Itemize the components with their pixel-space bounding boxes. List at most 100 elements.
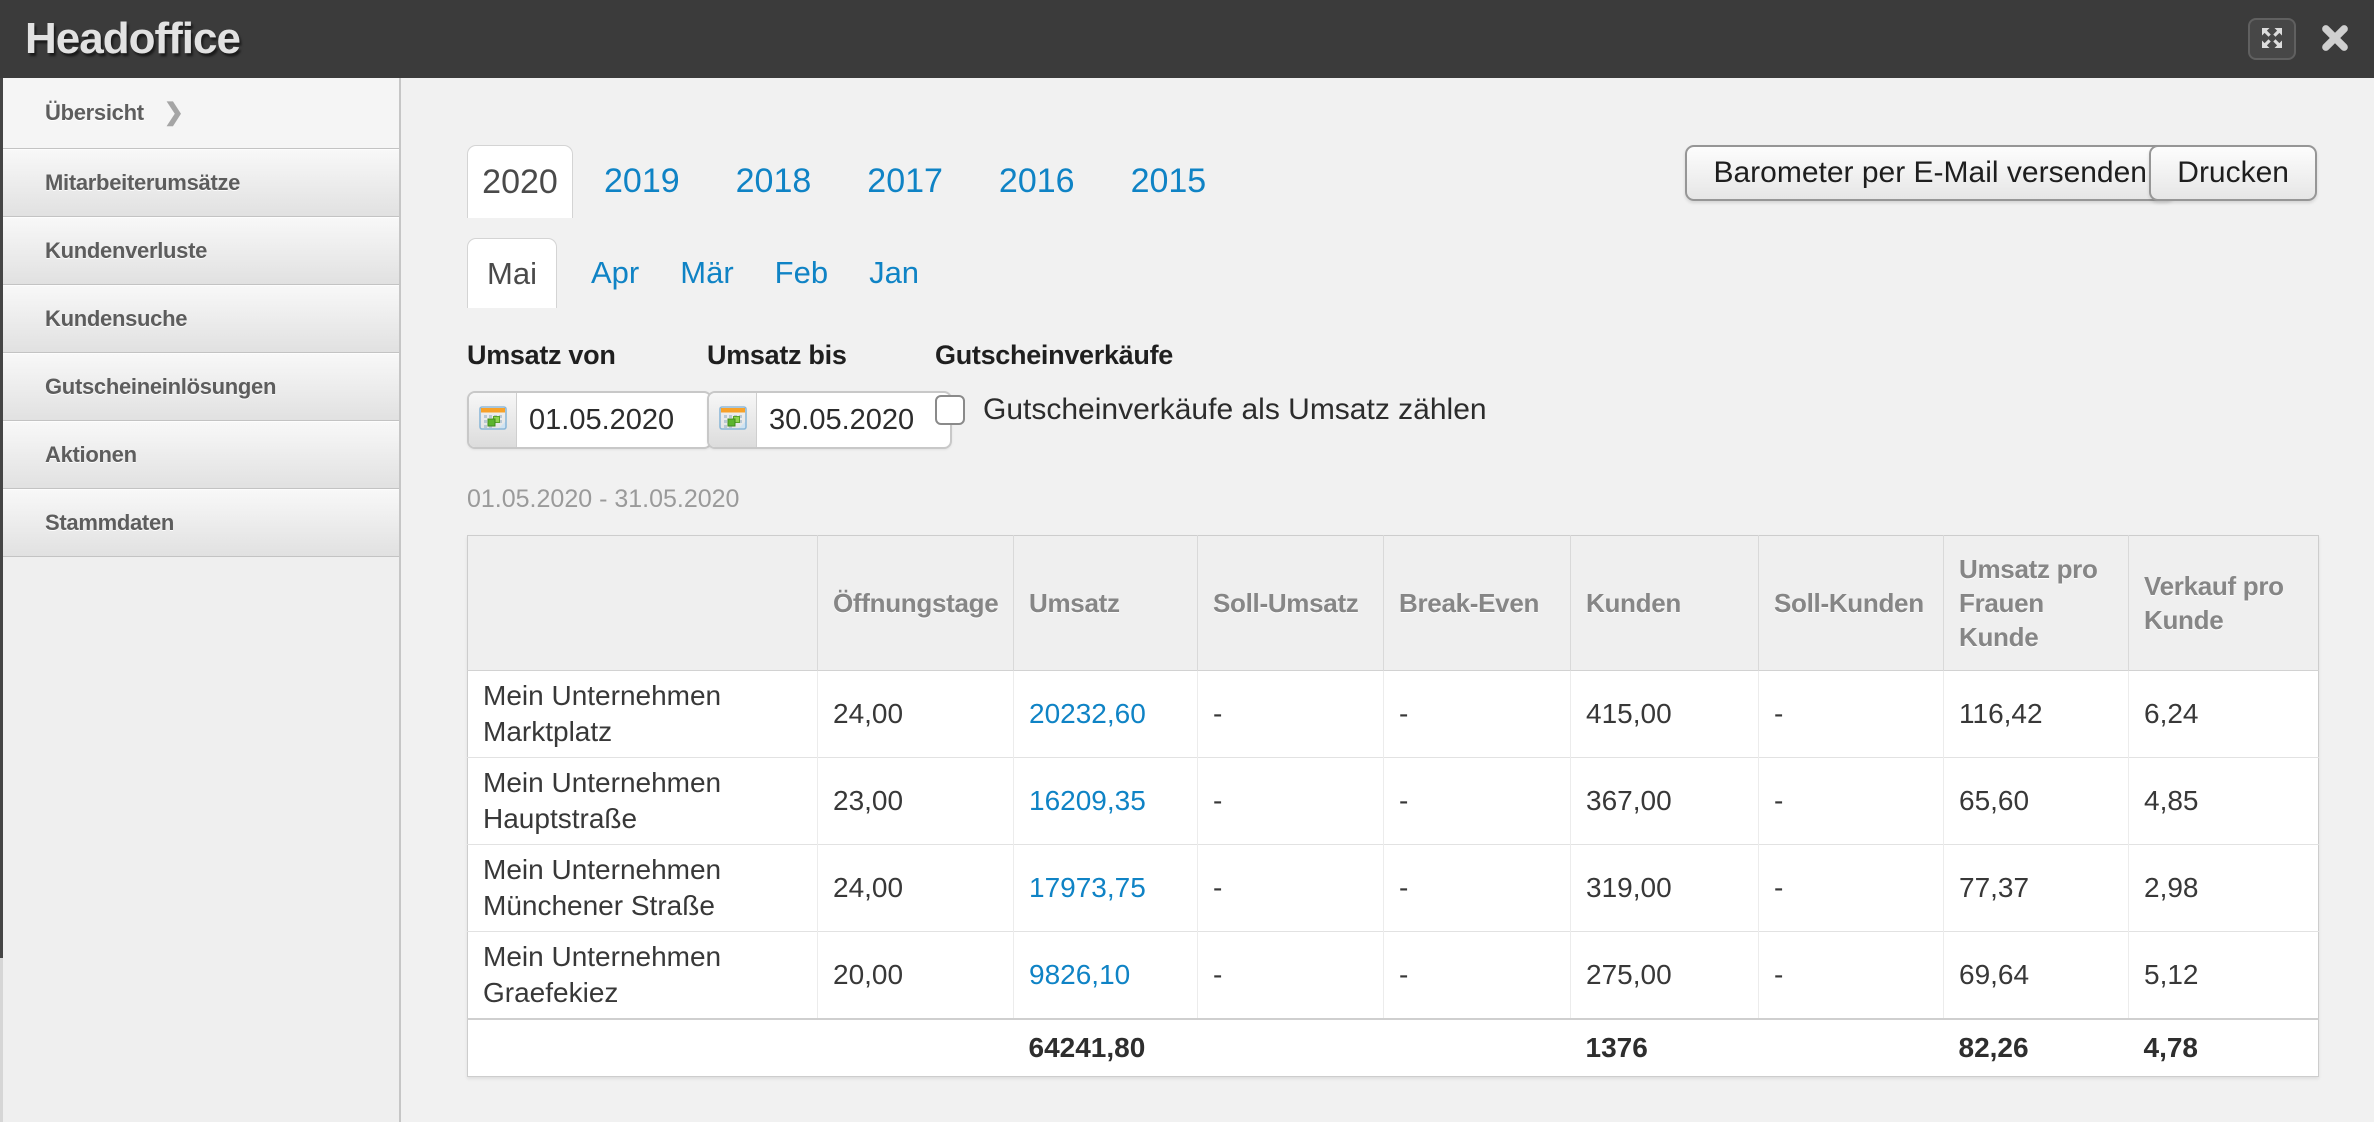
umsatz-bis-value[interactable]: 30.05.2020 <box>769 403 915 436</box>
tab-month-jan[interactable]: Jan <box>869 255 920 290</box>
sidebar-item-kundensuche[interactable]: Kundensuche <box>0 285 399 353</box>
gutscheinverkaeufe-label: Gutscheinverkäufe <box>935 340 1173 370</box>
cell-soll-kunden: - <box>1758 931 1944 1019</box>
table-footer-row: 64241,80 1376 82,26 4,78 <box>467 1017 2319 1077</box>
umsatz-von-input[interactable]: 01.05.2020 <box>467 391 712 449</box>
col-header-break-even: Break-Even <box>1383 535 1571 671</box>
col-header-oeffnungstage: Öffnungstage <box>817 535 1014 671</box>
footer-total-kunden: 1376 <box>1570 1017 1759 1077</box>
store-name: Mein Unternehmen Münchener Straße <box>467 844 818 932</box>
footer-empty <box>1758 1017 1944 1077</box>
footer-empty <box>817 1017 1014 1077</box>
tab-year-2015[interactable]: 2015 <box>1130 162 1207 200</box>
umsatz-link[interactable]: 20232,60 <box>1029 698 1146 729</box>
umsatz-von-value[interactable]: 01.05.2020 <box>529 403 675 436</box>
calendar-button[interactable] <box>709 393 757 447</box>
footer-empty <box>467 1017 818 1077</box>
cell-kunden: 415,00 <box>1570 670 1759 758</box>
tab-year-2016[interactable]: 2016 <box>998 162 1075 200</box>
sidebar-item-label: Mitarbeiterumsätze <box>45 170 241 195</box>
store-name: Mein Unternehmen Marktplatz <box>467 670 818 758</box>
cell-umsatz-pro-frauen-kunde: 77,37 <box>1943 844 2129 932</box>
store-name: Mein Unternehmen Hauptstraße <box>467 757 818 845</box>
footer-empty <box>1197 1017 1384 1077</box>
sidebar-item-mitarbeiterumsaetze[interactable]: Mitarbeiterumsätze <box>0 149 399 217</box>
tab-month-mai[interactable]: Mai <box>467 238 557 308</box>
gutscheinverkaeufe-filter: Gutscheinverkäufe Gutscheinverkäufe als … <box>935 340 1487 427</box>
tab-year-2019[interactable]: 2019 <box>604 162 680 200</box>
cell-verkauf-pro-kunde: 4,85 <box>2128 757 2319 845</box>
window-edge-bottom <box>0 958 3 1122</box>
sidebar-item-label: Kundenverluste <box>45 238 208 263</box>
umsatz-bis-filter: Umsatz bis <box>707 340 952 449</box>
calendar-icon <box>717 402 749 439</box>
app-header: Headoffice <box>0 0 2374 78</box>
footer-total-umsatz: 64241,80 <box>1013 1017 1198 1077</box>
app-title: Headoffice <box>25 14 241 63</box>
calendar-button[interactable] <box>469 393 517 447</box>
cell-soll-umsatz: - <box>1197 844 1384 932</box>
year-tabs: 2020 2019 2018 2017 2016 2015 <box>467 145 1206 218</box>
footer-empty <box>1383 1017 1571 1077</box>
tab-month-feb[interactable]: Feb <box>774 255 829 290</box>
fullscreen-button[interactable] <box>2248 18 2296 60</box>
umsatz-von-filter: Umsatz von <box>467 340 712 449</box>
tab-month-apr[interactable]: Apr <box>591 255 640 290</box>
main-content: 2020 2019 2018 2017 2016 2015 Mai Apr Mä… <box>403 78 2374 1122</box>
cell-soll-kunden: - <box>1758 844 1944 932</box>
sidebar-item-label: Gutscheineinlösungen <box>45 374 277 399</box>
sidebar-item-label: Übersicht <box>45 100 144 125</box>
tab-year-2017[interactable]: 2017 <box>867 162 943 200</box>
umsatz-link[interactable]: 16209,35 <box>1029 785 1146 816</box>
sidebar-item-gutscheineinloesungen[interactable]: Gutscheineinlösungen <box>0 353 399 421</box>
table-row: Mein Unternehmen Münchener Straße 24,00 … <box>467 844 2319 932</box>
cell-soll-kunden: - <box>1758 757 1944 845</box>
footer-total-verkauf-pro-kunde: 4,78 <box>2128 1017 2319 1077</box>
col-header-kunden: Kunden <box>1570 535 1759 671</box>
gutscheinverkaeufe-checkbox-row[interactable]: Gutscheinverkäufe als Umsatz zählen <box>935 393 1487 427</box>
barometer-email-button[interactable]: Barometer per E-Mail versenden <box>1685 145 2175 201</box>
close-icon <box>2319 22 2351 57</box>
window-edge <box>0 78 3 958</box>
cell-break-even: - <box>1383 670 1571 758</box>
sidebar-item-label: Aktionen <box>45 442 137 467</box>
sidebar-item-uebersicht[interactable]: Übersicht ❯ <box>0 78 399 149</box>
umsatz-bis-label: Umsatz bis <box>707 340 847 370</box>
col-header-umsatz-pro-frauen-kunde: Umsatz pro Frauen Kunde <box>1943 535 2129 671</box>
umsatz-link[interactable]: 9826,10 <box>1029 958 1131 990</box>
cell-umsatz-pro-frauen-kunde: 69,64 <box>1943 931 2129 1019</box>
calendar-icon <box>477 402 509 439</box>
close-button[interactable] <box>2318 22 2352 56</box>
cell-verkauf-pro-kunde: 2,98 <box>2128 844 2319 932</box>
sidebar-item-aktionen[interactable]: Aktionen <box>0 421 399 489</box>
cell-verkauf-pro-kunde: 6,24 <box>2128 670 2319 758</box>
col-header-verkauf-pro-kunde: Verkauf pro Kunde <box>2128 535 2319 671</box>
cell-oeffnungstage: 20,00 <box>817 931 1014 1019</box>
store-name: Mein Unternehmen Graefekiez <box>467 931 818 1019</box>
sidebar-item-stammdaten[interactable]: Stammdaten <box>0 489 399 557</box>
cell-kunden: 367,00 <box>1570 757 1759 845</box>
sidebar-item-kundenverluste[interactable]: Kundenverluste <box>0 217 399 285</box>
print-button[interactable]: Drucken <box>2149 145 2317 201</box>
table-row: Mein Unternehmen Graefekiez 20,00 9826,1… <box>467 931 2319 1019</box>
umsatz-link[interactable]: 17973,75 <box>1029 872 1146 903</box>
cell-oeffnungstage: 24,00 <box>817 844 1014 932</box>
cell-kunden: 319,00 <box>1570 844 1759 932</box>
tab-year-2020[interactable]: 2020 <box>467 145 573 218</box>
table-header-row: Öffnungstage Umsatz Soll-Umsatz Break-Ev… <box>467 535 2319 671</box>
header-actions <box>2248 0 2352 78</box>
cell-umsatz-pro-frauen-kunde: 116,42 <box>1943 670 2129 758</box>
sidebar-item-label: Kundensuche <box>45 306 188 331</box>
cell-soll-kunden: - <box>1758 670 1944 758</box>
cell-umsatz-pro-frauen-kunde: 65,60 <box>1943 757 2129 845</box>
gutscheinverkaeufe-checkbox[interactable] <box>935 395 965 425</box>
cell-oeffnungstage: 24,00 <box>817 670 1014 758</box>
chevron-right-icon: ❯ <box>163 99 184 126</box>
cell-umsatz: 17973,75 <box>1013 844 1198 932</box>
tab-year-2018[interactable]: 2018 <box>735 162 812 200</box>
umsatz-bis-input[interactable]: 30.05.2020 <box>707 391 952 449</box>
fullscreen-icon <box>2257 23 2287 56</box>
cell-soll-umsatz: - <box>1197 931 1384 1019</box>
tab-month-maer[interactable]: Mär <box>680 255 734 290</box>
cell-umsatz: 20232,60 <box>1013 670 1198 758</box>
